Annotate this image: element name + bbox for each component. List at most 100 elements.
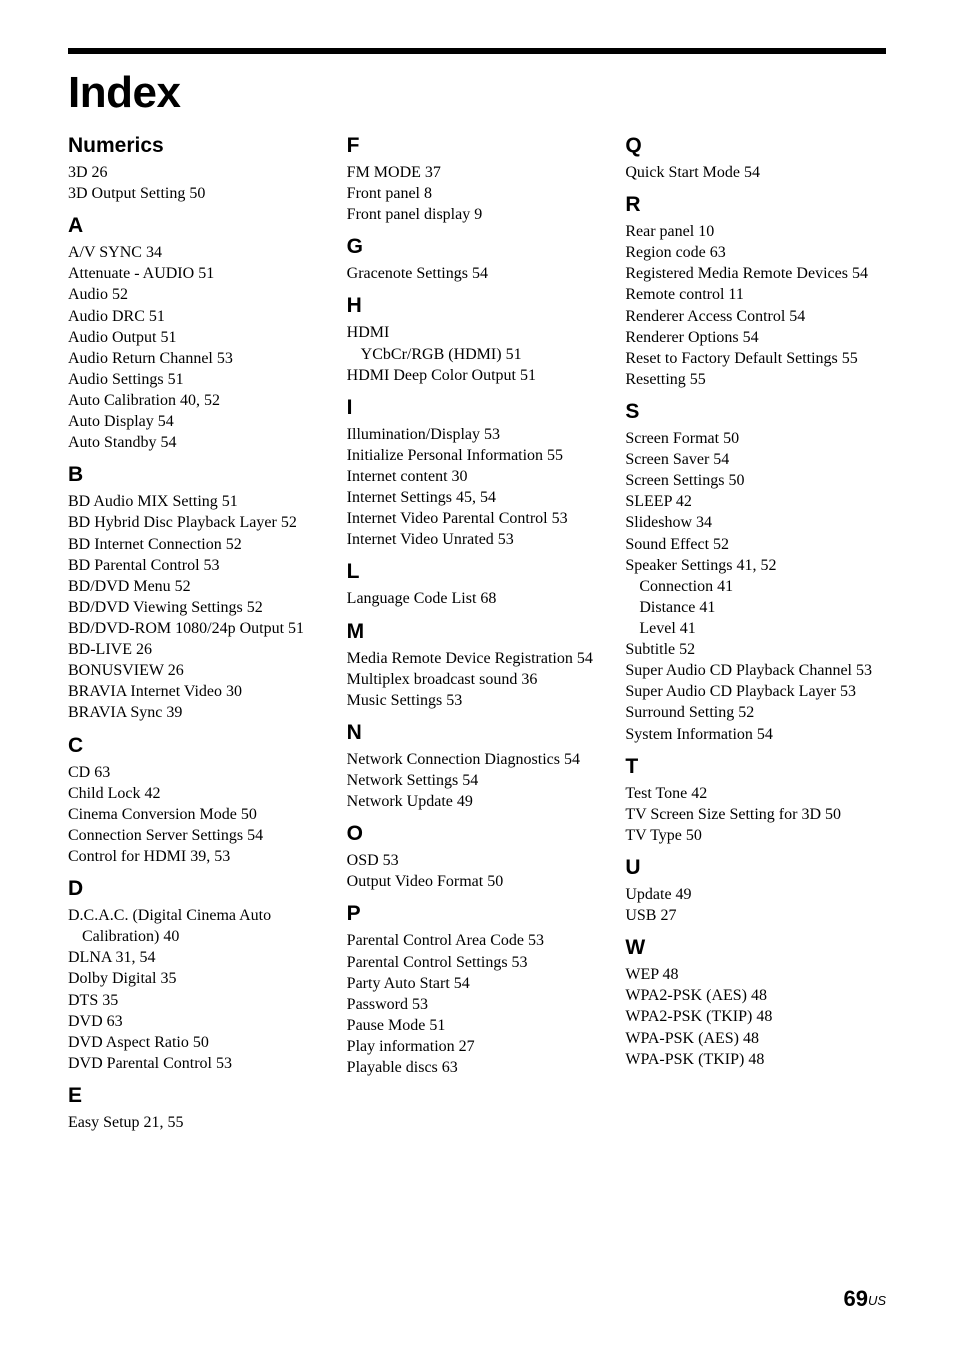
index-entry: Playable discs 63 (347, 1057, 608, 1078)
index-entry: Super Audio CD Playback Layer 53 (625, 681, 886, 702)
index-entry: Network Settings 54 (347, 770, 608, 791)
index-entry: HDMI (347, 322, 608, 343)
index-entry: Registered Media Remote Devices 54 (625, 263, 886, 284)
index-letter: S (625, 400, 886, 424)
index-entry: BD Parental Control 53 (68, 555, 329, 576)
index-entry: Front panel 8 (347, 183, 608, 204)
index-group: LLanguage Code List 68 (347, 560, 608, 609)
index-entry: WPA2-PSK (AES) 48 (625, 985, 886, 1006)
index-entry: Music Settings 53 (347, 690, 608, 711)
index-letter: I (347, 396, 608, 420)
index-entry: Front panel display 9 (347, 204, 608, 225)
index-entry: System Information 54 (625, 724, 886, 745)
index-entry: Auto Standby 54 (68, 432, 329, 453)
index-entry: Screen Format 50 (625, 428, 886, 449)
index-group: FFM MODE 37Front panel 8Front panel disp… (347, 134, 608, 225)
index-entry: Attenuate - AUDIO 51 (68, 263, 329, 284)
index-letter: B (68, 463, 329, 487)
index-entry: Quick Start Mode 54 (625, 162, 886, 183)
index-entry: Audio DRC 51 (68, 306, 329, 327)
index-entry: Super Audio CD Playback Channel 53 (625, 660, 886, 681)
index-entry: Screen Saver 54 (625, 449, 886, 470)
index-entry: DVD Aspect Ratio 50 (68, 1032, 329, 1053)
index-entry: Internet Video Unrated 53 (347, 529, 608, 550)
index-entry: Audio Settings 51 (68, 369, 329, 390)
index-entry: Screen Settings 50 (625, 470, 886, 491)
index-columns: Numerics3D 263D Output Setting 50AA/V SY… (68, 134, 886, 1139)
index-entry: Pause Mode 51 (347, 1015, 608, 1036)
index-column: QQuick Start Mode 54RRear panel 10Region… (625, 134, 886, 1139)
index-letter: U (625, 856, 886, 880)
index-entry: Connection 41 (625, 576, 886, 597)
index-entry: BD Audio MIX Setting 51 (68, 491, 329, 512)
index-entry: BONUSVIEW 26 (68, 660, 329, 681)
index-letter: Q (625, 134, 886, 158)
index-entry: WEP 48 (625, 964, 886, 985)
index-entry: Auto Calibration 40, 52 (68, 390, 329, 411)
index-entry: Audio Output 51 (68, 327, 329, 348)
index-letter: D (68, 877, 329, 901)
index-group: S Screen Format 50Screen Saver 54Screen S… (625, 400, 886, 745)
index-entry: 3D Output Setting 50 (68, 183, 329, 204)
index-column: Numerics3D 263D Output Setting 50AA/V SY… (68, 134, 329, 1139)
index-entry: Password 53 (347, 994, 608, 1015)
index-entry: Illumination/Display 53 (347, 424, 608, 445)
index-entry: Cinema Conversion Mode 50 (68, 804, 329, 825)
index-letter: P (347, 902, 608, 926)
index-entry: Level 41 (625, 618, 886, 639)
index-entry: TV Type 50 (625, 825, 886, 846)
index-entry: Sound Effect 52 (625, 534, 886, 555)
index-letter: W (625, 936, 886, 960)
index-group: TTest Tone 42TV Screen Size Setting for … (625, 755, 886, 846)
index-entry: TV Screen Size Setting for 3D 50 (625, 804, 886, 825)
index-letter: Numerics (68, 134, 329, 158)
index-column: FFM MODE 37Front panel 8Front panel disp… (347, 134, 608, 1139)
index-entry: Audio 52 (68, 284, 329, 305)
index-letter: R (625, 193, 886, 217)
index-entry: D.C.A.C. (Digital Cinema Auto Calibratio… (68, 905, 329, 947)
page-number-suffix: US (868, 1293, 886, 1308)
index-entry: DVD 63 (68, 1011, 329, 1032)
index-entry: DTS 35 (68, 990, 329, 1011)
index-group: EEasy Setup 21, 55 (68, 1084, 329, 1133)
index-entry: BRAVIA Internet Video 30 (68, 681, 329, 702)
index-entry: Surround Setting 52 (625, 702, 886, 723)
index-entry: Audio Return Channel 53 (68, 348, 329, 369)
index-entry: Network Connection Diagnostics 54 (347, 749, 608, 770)
page-title: Index (68, 68, 886, 118)
index-entry: BD/DVD Menu 52 (68, 576, 329, 597)
index-entry: Internet Settings 45, 54 (347, 487, 608, 508)
index-entry: Parental Control Area Code 53 (347, 930, 608, 951)
index-letter: H (347, 294, 608, 318)
index-entry: Auto Display 54 (68, 411, 329, 432)
index-entry: Gracenote Settings 54 (347, 263, 608, 284)
index-entry: Dolby Digital 35 (68, 968, 329, 989)
index-entry: Subtitle 52 (625, 639, 886, 660)
index-entry: Connection Server Settings 54 (68, 825, 329, 846)
index-letter: T (625, 755, 886, 779)
header-bar (68, 48, 886, 54)
index-entry: Slideshow 34 (625, 512, 886, 533)
index-entry: Control for HDMI 39, 53 (68, 846, 329, 867)
index-entry: Internet Video Parental Control 53 (347, 508, 608, 529)
index-entry: Remote control 11 (625, 284, 886, 305)
index-letter: F (347, 134, 608, 158)
index-entry: SLEEP 42 (625, 491, 886, 512)
index-group: UUpdate 49USB 27 (625, 856, 886, 926)
index-letter: M (347, 620, 608, 644)
index-group: IIllumination/Display 53Initialize Perso… (347, 396, 608, 551)
index-entry: Media Remote Device Registration 54 (347, 648, 608, 669)
index-entry: A/V SYNC 34 (68, 242, 329, 263)
index-letter: N (347, 721, 608, 745)
index-entry: DVD Parental Control 53 (68, 1053, 329, 1074)
index-entry: BRAVIA Sync 39 (68, 702, 329, 723)
index-entry: WPA-PSK (AES) 48 (625, 1028, 886, 1049)
index-group: WWEP 48WPA2-PSK (AES) 48WPA2-PSK (TKIP) … (625, 936, 886, 1070)
index-group: CCD 63Child Lock 42Cinema Conversion Mod… (68, 734, 329, 868)
index-entry: BD Hybrid Disc Playback Layer 52 (68, 512, 329, 533)
index-entry: Region code 63 (625, 242, 886, 263)
index-entry: 3D 26 (68, 162, 329, 183)
index-entry: CD 63 (68, 762, 329, 783)
index-group: GGracenote Settings 54 (347, 235, 608, 284)
index-entry: Speaker Settings 41, 52 (625, 555, 886, 576)
